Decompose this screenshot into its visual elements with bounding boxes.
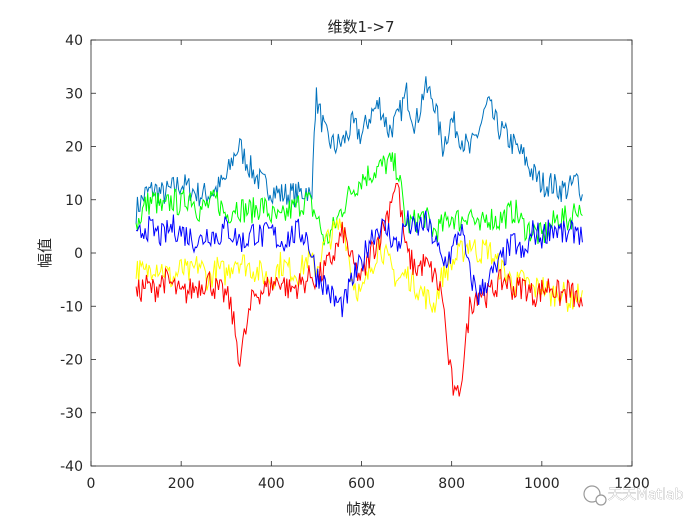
x-tick-label: 1000 [524, 476, 560, 492]
y-tick-label: -30 [60, 406, 83, 422]
x-tick-label: 800 [438, 476, 465, 492]
y-tick-label: -20 [60, 353, 83, 369]
y-tick-label: 0 [74, 246, 83, 262]
wechat-icon-small [595, 494, 607, 506]
x-axis-ticks: 0 200 400 600 800 1000 1200 [87, 40, 650, 492]
y-axis-label: 幅值 [36, 238, 54, 268]
y-tick-label: 10 [65, 193, 83, 209]
series-layer [135, 76, 583, 397]
series-line-5 [135, 210, 583, 318]
series-line-2 [135, 152, 583, 246]
x-axis-label: 帧数 [346, 500, 376, 518]
y-tick-label: 30 [65, 86, 83, 102]
y-tick-label: 40 [65, 33, 83, 49]
x-tick-label: 600 [348, 476, 375, 492]
x-tick-label: 400 [258, 476, 285, 492]
y-axis-ticks: 40 30 20 10 0 -10 -20 -30 -40 [60, 33, 632, 475]
y-tick-label: 20 [65, 140, 83, 156]
x-tick-label: 200 [168, 476, 195, 492]
series-line-4 [135, 183, 583, 397]
watermark-text: 天天Matlab [608, 487, 684, 503]
series-line-3 [135, 218, 583, 313]
y-tick-label: -40 [60, 459, 83, 475]
watermark: 天天Matlab [583, 485, 684, 506]
x-tick-label: 0 [87, 476, 96, 492]
y-tick-label: -10 [60, 299, 83, 315]
plot-area [91, 40, 632, 466]
chart-title: 维数1->7 [327, 18, 394, 36]
x-tick-label: 1200 [614, 476, 650, 492]
